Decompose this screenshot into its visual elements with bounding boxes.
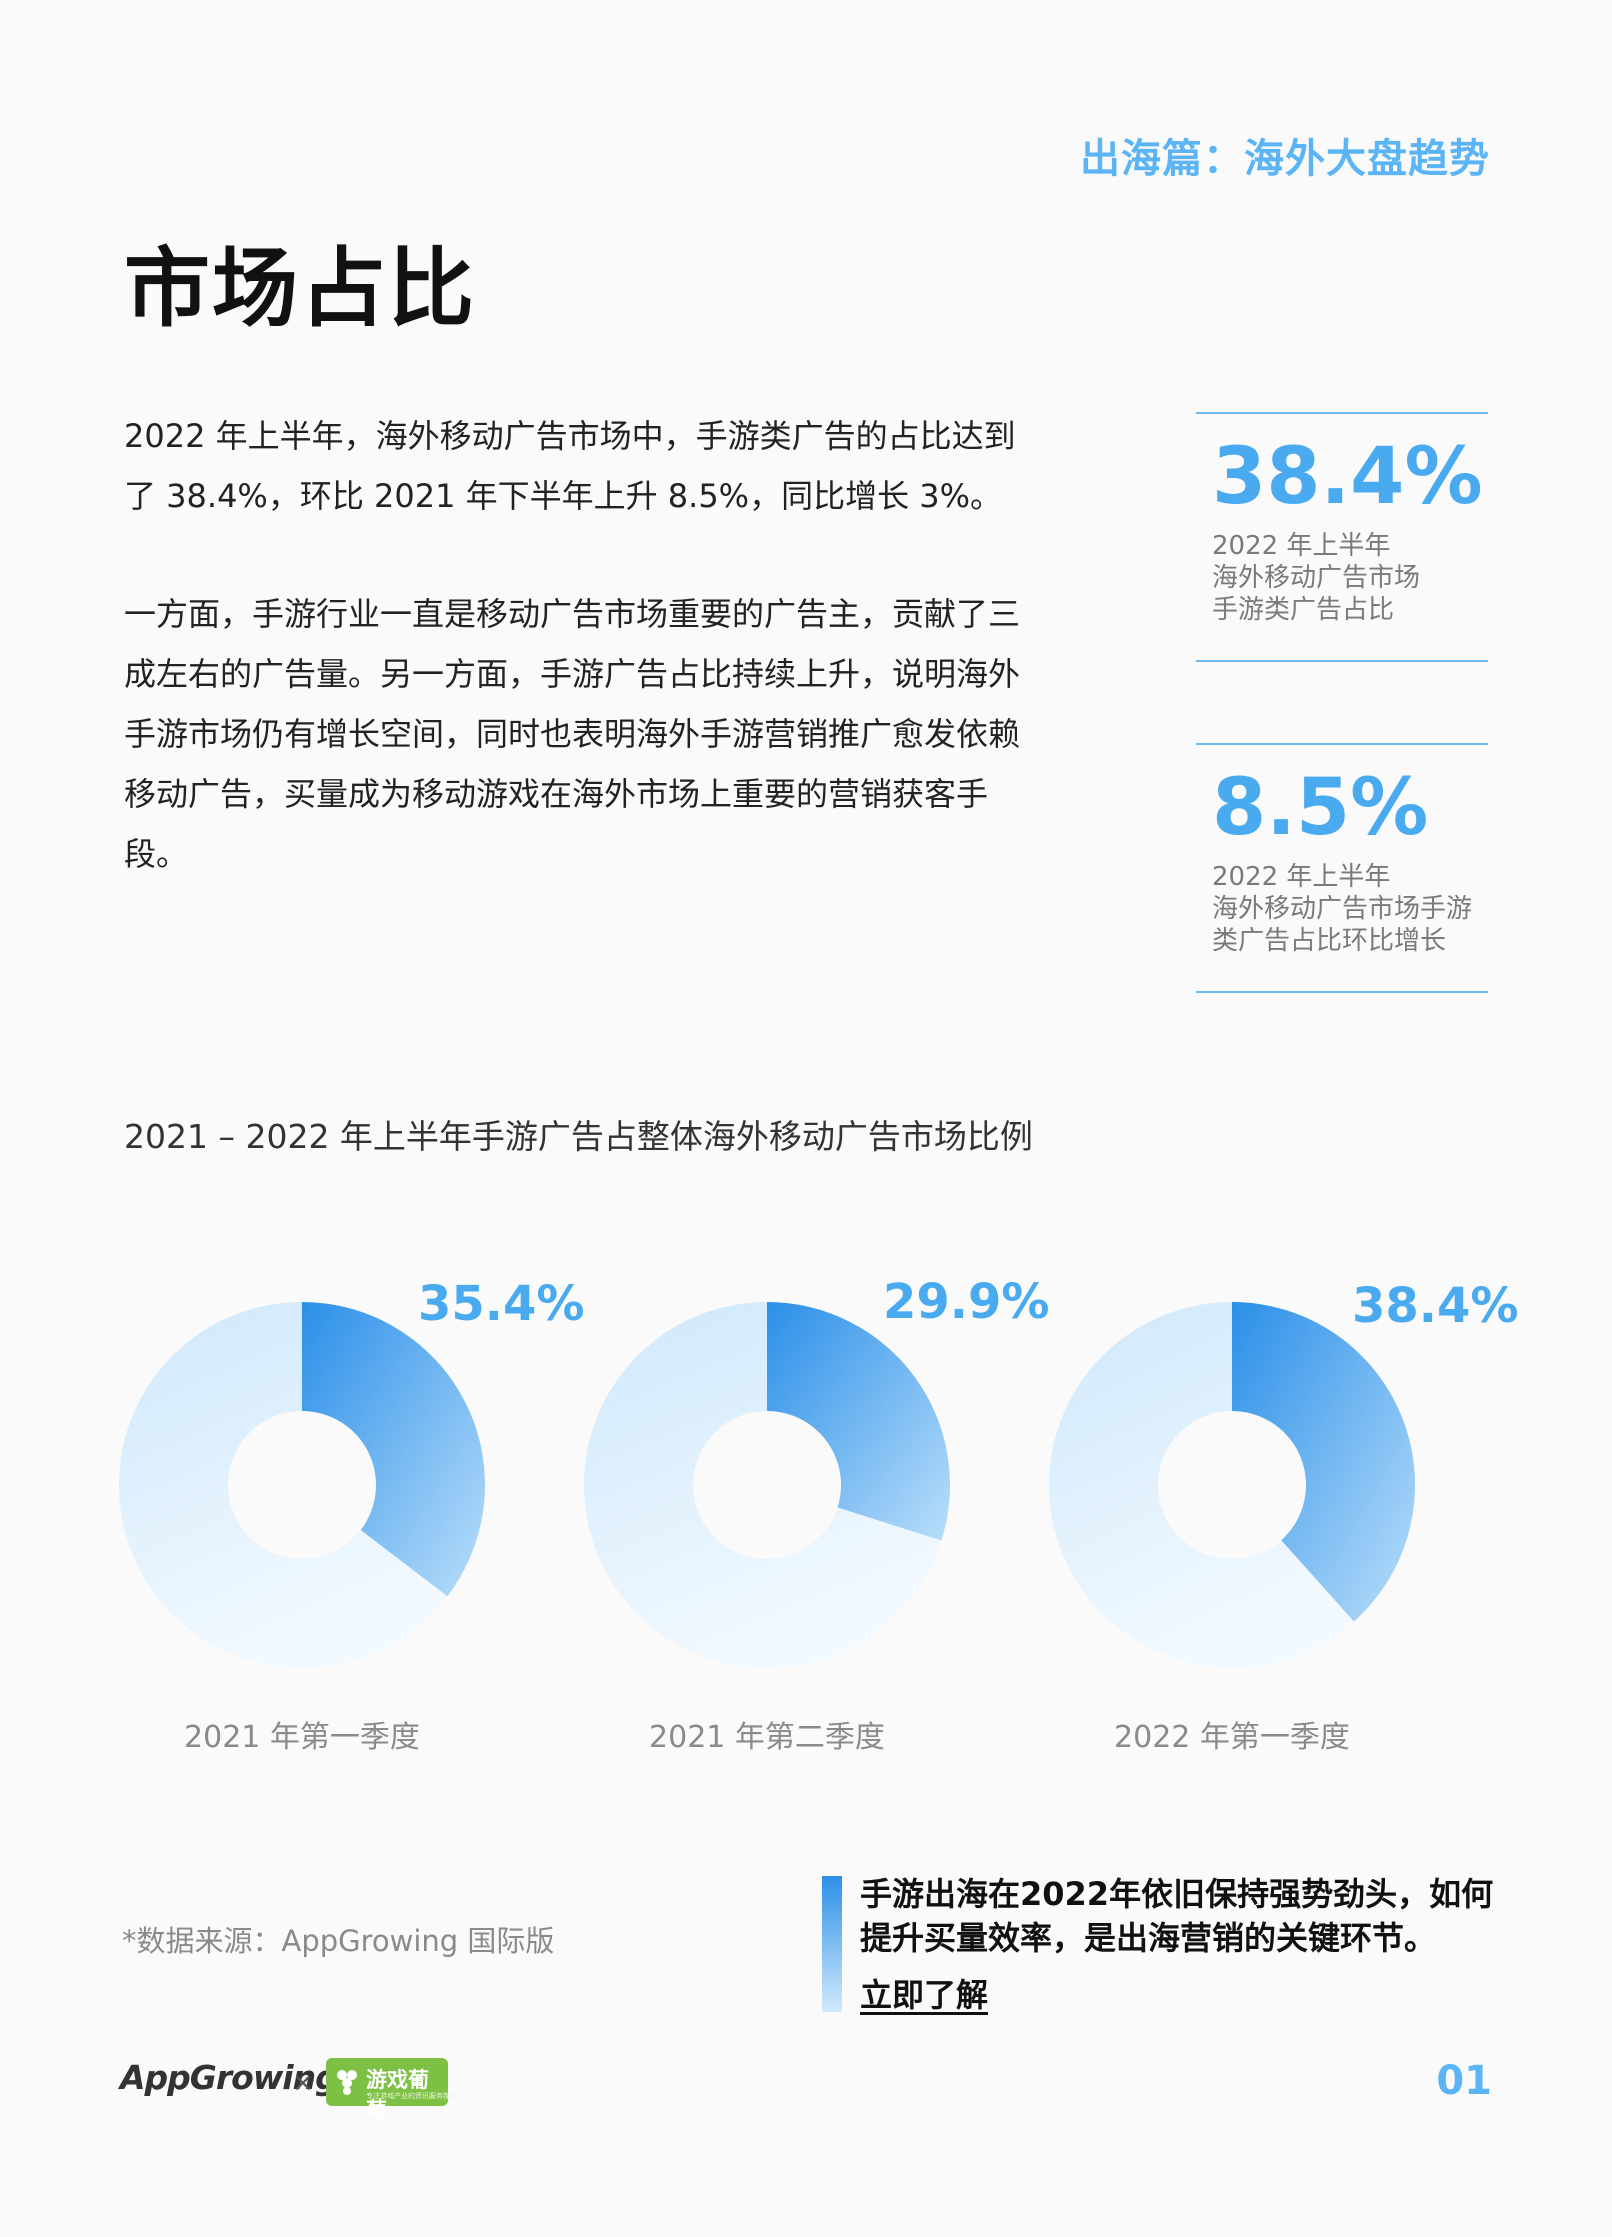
donut-slice-mobile-games (767, 1302, 950, 1541)
grape-icon (337, 2070, 357, 2095)
stat-card-growth: 8.5% 2022 年上半年 海外移动广告市场手游 类广告占比环比增长 (1196, 743, 1488, 993)
stat-value: 8.5% (1212, 763, 1429, 853)
donut-value-label: 35.4% (418, 1276, 585, 1332)
stat-value: 38.4% (1212, 432, 1483, 522)
donut-category-label: 2022 年第一季度 (1114, 1720, 1350, 1755)
donut-slice-mobile-games (1232, 1302, 1415, 1622)
appgrowing-logo: AppGrowing (120, 2058, 339, 2097)
stat-card-share: 38.4% 2022 年上半年 海外移动广告市场 手游类广告占比 (1196, 412, 1488, 662)
donut-slice-other (118, 1302, 448, 1668)
donut-value-label: 29.9% (883, 1274, 1050, 1330)
donut-category-label: 2021 年第一季度 (184, 1720, 420, 1755)
page-number: 01 (1436, 2058, 1492, 2104)
donut-chart-q1-2021 (118, 1302, 485, 1668)
donut-slice-other (1049, 1302, 1354, 1668)
stat-desc: 2022 年上半年 海外移动广告市场 手游类广告占比 (1212, 531, 1421, 625)
page-title: 市场占比 (124, 239, 476, 339)
learn-more-link[interactable]: 立即了解 (860, 1976, 989, 2014)
paragraph-summary: 2022 年上半年，海外移动广告市场中，手游类广告的占比达到了 38.4%，环比… (124, 417, 1016, 515)
section-tag: 出海篇：海外大盘趋势 (1080, 136, 1490, 182)
donut-slice-mobile-games (302, 1302, 485, 1597)
logo-game-tagline: 专注游戏产业的资讯服务媒体 (366, 2092, 457, 2100)
source-note: *数据来源：AppGrowing 国际版 (122, 1924, 555, 1958)
paragraph-analysis: 一方面，手游行业一直是移动广告市场重要的广告主，贡献了三成左右的广告量。另一方面… (124, 595, 1021, 873)
donut-value-label: 38.4% (1352, 1278, 1519, 1334)
logo-separator: × (292, 2068, 314, 2098)
donut-chart-q2-2021 (584, 1302, 950, 1668)
chart-title: 2021 – 2022 年上半年手游广告占整体海外移动广告市场比例 (124, 1117, 1033, 1156)
cta-accent-bar (822, 1876, 842, 2012)
logo-game-name: 游戏葡萄 (366, 2068, 429, 2122)
donut-chart-q1-2022 (1049, 1302, 1415, 1668)
youxiputao-logo: 游戏葡萄 专注游戏产业的资讯服务媒体 (326, 2058, 457, 2122)
stat-desc: 2022 年上半年 海外移动广告市场手游 类广告占比环比增长 (1212, 862, 1473, 956)
donut-slice-other (584, 1302, 942, 1668)
donut-category-label: 2021 年第二季度 (649, 1720, 885, 1755)
cta-text: 手游出海在2022年依旧保持强势劲头，如何提升买量效率，是出海营销的关键环节。 (860, 1875, 1494, 1957)
